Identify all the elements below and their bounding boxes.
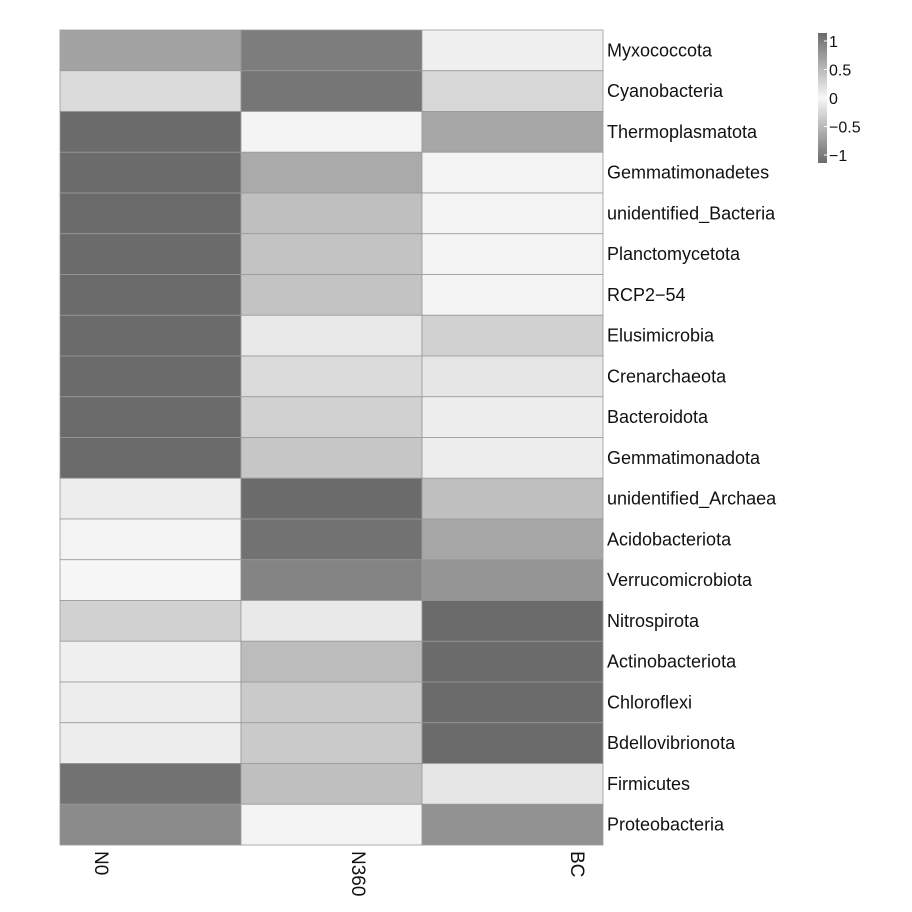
row-label: Bdellovibrionota: [607, 733, 736, 753]
heatmap-cell: [421, 803, 604, 846]
heatmap-cell: [59, 600, 242, 642]
row-labels: Myxococcota Cyanobacteria Thermoplasmatota…: [607, 40, 777, 834]
row-label: Crenarchaeota: [607, 366, 727, 386]
row-label: Elusimicrobia: [607, 326, 715, 346]
legend-tick-label: −1: [829, 148, 847, 165]
heatmap-cell: [421, 477, 604, 520]
heatmap-cell: [59, 314, 242, 357]
heatmap-cell: [240, 559, 423, 601]
heatmap-cell: [421, 681, 604, 724]
row-label: Gemmatimonadetes: [607, 163, 769, 183]
heatmap-cell: [421, 29, 604, 72]
heatmap-cell: [421, 70, 604, 112]
column-label: N0: [90, 851, 111, 875]
heatmap-cell: [240, 437, 423, 479]
row-label: Planctomycetota: [607, 244, 741, 264]
heatmap-cell: [421, 396, 604, 438]
heatmap-cell: [240, 396, 423, 438]
heatmap-cell: [421, 559, 604, 601]
row-label: Thermoplasmatota: [607, 122, 758, 142]
heatmap-cell: [59, 274, 242, 316]
heatmap-cell: [240, 681, 423, 724]
heatmap-cell: [421, 600, 604, 642]
heatmap-cell: [59, 640, 242, 683]
row-label: Nitrospirota: [607, 611, 700, 631]
color-legend: 1 0.5 0 −0.5 −1: [818, 33, 861, 165]
legend-tick-label: 0.5: [829, 63, 851, 80]
column-label: BC: [566, 851, 587, 877]
heatmap-cell: [421, 437, 604, 479]
row-label: Chloroflexi: [607, 692, 692, 712]
heatmap-cell: [59, 70, 242, 112]
heatmap-cell: [421, 518, 604, 561]
heatmap-cell: [421, 640, 604, 683]
heatmap-cell: [59, 722, 242, 764]
heatmap-cell: [240, 192, 423, 235]
heatmap-cell: [59, 396, 242, 438]
row-label: Cyanobacteria: [607, 81, 724, 101]
heatmap-cell: [421, 111, 604, 153]
heatmap-cell: [59, 477, 242, 520]
heatmap-cell: [240, 518, 423, 561]
heatmap-cell: [240, 803, 423, 846]
row-label: Gemmatimonadota: [607, 448, 761, 468]
heatmap-cell: [240, 640, 423, 683]
legend-tick-label: −0.5: [829, 120, 861, 137]
heatmap-cell: [240, 151, 423, 194]
heatmap-cell: [240, 29, 423, 72]
heatmap-cell: [59, 518, 242, 561]
heatmap-cell: [59, 151, 242, 194]
legend-color-bar: [818, 33, 827, 163]
heatmap-cell: [421, 233, 604, 275]
heatmap-cell: [59, 559, 242, 601]
column-label: N360: [347, 851, 368, 896]
column-labels: N0 N360 BC: [90, 851, 587, 896]
heatmap-cell: [421, 355, 604, 398]
heatmap-cell: [421, 151, 604, 194]
heatmap-cell: [421, 763, 604, 805]
row-label: RCP2−54: [607, 285, 686, 305]
row-label: Bacteroidota: [607, 407, 709, 427]
heatmap-cell: [59, 29, 242, 72]
heatmap-cell: [59, 192, 242, 235]
heatmap-cell: [240, 763, 423, 805]
heatmap-cell: [59, 763, 242, 805]
row-label: unidentified_Archaea: [607, 489, 777, 510]
row-label: Verrucomicrobiota: [607, 570, 753, 590]
heatmap-cell: [421, 192, 604, 235]
row-label: Myxococcota: [607, 40, 713, 60]
heatmap-cell: [240, 233, 423, 275]
heatmap-cell: [59, 233, 242, 275]
heatmap-cell: [240, 722, 423, 764]
heatmap-cell: [240, 355, 423, 398]
row-label: Proteobacteria: [607, 815, 725, 835]
heatmap-cell: [59, 803, 242, 846]
heatmap-cell: [240, 274, 423, 316]
row-label: Acidobacteriota: [607, 529, 732, 549]
heatmap-cell: [240, 111, 423, 153]
heatmap-cell: [59, 111, 242, 153]
legend-tick-label: 0: [829, 91, 838, 108]
heatmap-cell: [240, 600, 423, 642]
row-label: Firmicutes: [607, 774, 690, 794]
legend-tick-label: 1: [829, 34, 838, 51]
heatmap-cell: [240, 314, 423, 357]
heatmap-cell: [240, 477, 423, 520]
row-label: unidentified_Bacteria: [607, 203, 776, 224]
heatmap-cells: [59, 29, 604, 846]
heatmap-cell: [421, 274, 604, 316]
heatmap-cell: [240, 70, 423, 112]
heatmap-cell: [59, 681, 242, 724]
heatmap-cell: [59, 437, 242, 479]
heatmap-cell: [421, 314, 604, 357]
row-label: Actinobacteriota: [607, 652, 737, 672]
heatmap-cell: [59, 355, 242, 398]
heatmap-cell: [421, 722, 604, 764]
